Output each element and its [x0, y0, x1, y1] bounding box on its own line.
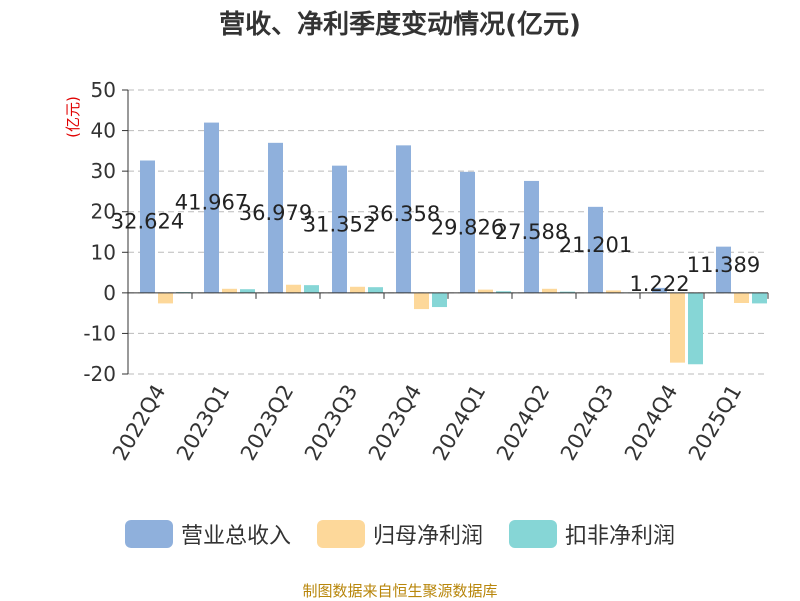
legend-label-deducted-profit: 扣非净利润 [565, 524, 676, 549]
legend-swatch-deducted-profit [509, 520, 557, 548]
bar-net-profit [478, 289, 493, 293]
bar-net-profit [542, 288, 557, 293]
bar-deducted-profit [304, 285, 319, 293]
data-label: 11.389 [687, 253, 760, 277]
data-label: 41.967 [175, 191, 248, 215]
bar-net-profit [414, 292, 429, 310]
bar-deducted-profit [688, 292, 703, 365]
y-tick-label: 0 [103, 281, 116, 305]
data-label: 32.624 [111, 210, 184, 234]
legend-swatch-net-profit [316, 520, 365, 548]
x-tick-label: 2024Q4 [620, 381, 682, 465]
bar-net-profit [158, 292, 173, 304]
y-tick-label: 20 [91, 200, 116, 224]
x-tick-label: 2023Q4 [364, 381, 426, 465]
y-tick-label: 10 [91, 240, 116, 264]
data-label: 36.358 [367, 202, 440, 226]
bar-deducted-profit [560, 291, 575, 293]
data-label: 31.352 [303, 212, 376, 236]
y-tick-label: 50 [91, 78, 116, 102]
legend-label-revenue: 营业总收入 [180, 524, 291, 549]
chart-title: 营收、净利季度变动情况(亿元) [219, 10, 581, 40]
bar-revenue [332, 165, 347, 293]
bar-revenue [524, 180, 539, 293]
legend-swatch-revenue [124, 520, 173, 548]
data-label: 36.979 [239, 201, 312, 225]
bar-deducted-profit [432, 292, 447, 308]
bar-net-profit [350, 286, 365, 293]
bar-revenue [460, 171, 475, 293]
bar-net-profit [734, 292, 749, 303]
bar-revenue [588, 206, 603, 293]
bar-deducted-profit [496, 291, 511, 293]
data-label: 27.588 [495, 220, 568, 244]
bar-revenue [140, 160, 155, 293]
legend-label-net-profit: 归母净利润 [372, 524, 483, 549]
bar-net-profit [670, 292, 685, 363]
data-label: 1.222 [629, 272, 689, 296]
bar-net-profit [222, 288, 237, 293]
bar-deducted-profit [752, 292, 767, 304]
x-tick-label: 2024Q2 [492, 381, 554, 465]
legend-item-net-profit[interactable]: 归母净利润 [316, 518, 483, 550]
y-tick-label: 30 [91, 159, 116, 183]
y-tick-label: -10 [83, 321, 116, 345]
legend: 营业总收入 归母净利润 扣非净利润 [0, 518, 800, 550]
y-tick-label: -20 [83, 362, 116, 386]
x-tick-label: 2023Q3 [300, 381, 362, 465]
bar-deducted-profit [240, 289, 255, 293]
bar-revenue [652, 287, 667, 293]
data-label: 29.826 [431, 215, 504, 239]
data-label: 21.201 [559, 233, 632, 257]
bar-net-profit [606, 290, 621, 293]
bar-revenue [716, 246, 731, 293]
bar-revenue [204, 122, 219, 293]
x-tick-label: 2022Q4 [108, 381, 170, 465]
y-axis-label: (亿元) [64, 96, 82, 138]
bar-net-profit [286, 284, 301, 293]
y-tick-label: 40 [91, 119, 116, 143]
bar-revenue [268, 142, 283, 293]
x-tick-label: 2024Q1 [428, 381, 490, 465]
x-tick-label: 2023Q2 [236, 381, 298, 465]
bar-deducted-profit [368, 287, 383, 293]
legend-item-revenue[interactable]: 营业总收入 [124, 518, 291, 550]
x-tick-label: 2023Q1 [172, 381, 234, 465]
bar-revenue [396, 145, 411, 293]
data-source-note: 制图数据来自恒生聚源数据库 [302, 582, 498, 600]
legend-item-deducted-profit[interactable]: 扣非净利润 [509, 518, 675, 550]
x-tick-label: 2024Q3 [556, 381, 618, 465]
x-tick-label: 2025Q1 [684, 381, 746, 465]
